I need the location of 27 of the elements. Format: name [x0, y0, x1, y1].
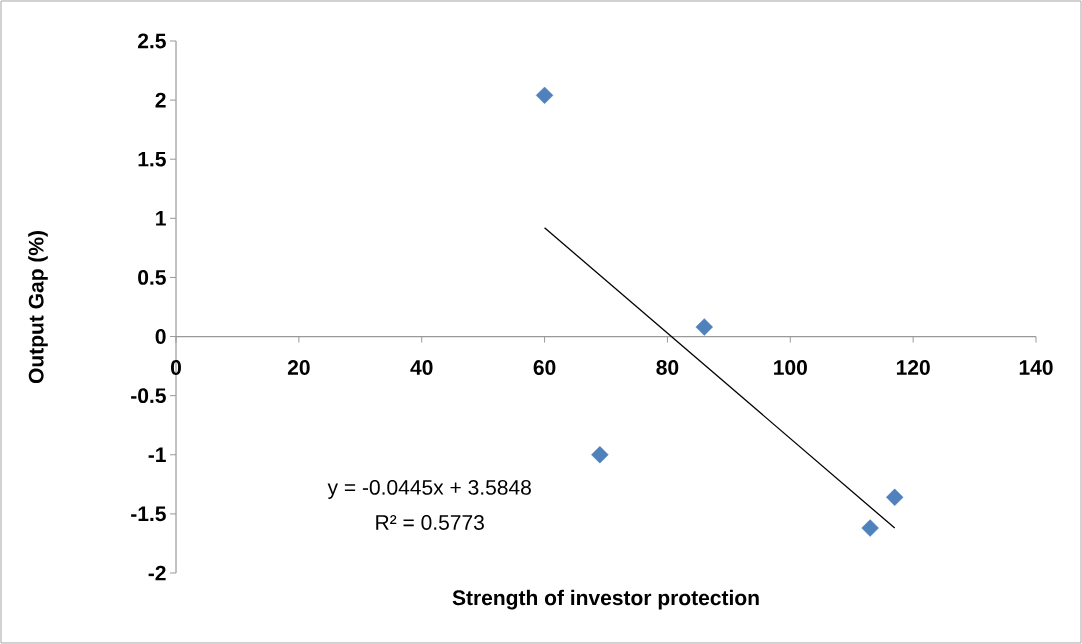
y-axis-title: Output Gap (%) [28, 231, 48, 384]
y-tick-label: -2 [148, 565, 166, 581]
y-tick-label: 2.5 [138, 33, 166, 49]
x-tick-label: 120 [896, 360, 930, 375]
point [695, 318, 713, 336]
point [591, 446, 609, 464]
point [535, 86, 554, 105]
y-tick-label: -1 [148, 447, 166, 462]
x-tick-label: 80 [656, 360, 679, 375]
y-tick-label: 1.5 [138, 151, 166, 167]
y-tick-label: 2 [155, 92, 166, 108]
x-tick-label: 100 [774, 360, 807, 375]
x-tick-label: 40 [410, 360, 433, 375]
point [861, 519, 879, 537]
x-tick-label: 20 [287, 360, 310, 375]
y-tick-label: 0 [155, 329, 166, 344]
x-tick-label: 140 [1019, 360, 1053, 375]
y-tick-label: -1.5 [131, 506, 166, 522]
y-tick-label: 1 [156, 211, 166, 226]
y-tick-label: -0.5 [131, 388, 166, 404]
x-tick-label: 0 [171, 360, 181, 375]
y-tick-label: 0.5 [138, 270, 166, 285]
x-tick-label: 60 [533, 360, 556, 375]
annotation: R² = 0.5773 [376, 515, 484, 530]
annotation: y = -0.0445x + 3.5848 [327, 479, 531, 499]
point [886, 488, 904, 507]
x-axis-title: Strength of investor protection [452, 589, 759, 610]
